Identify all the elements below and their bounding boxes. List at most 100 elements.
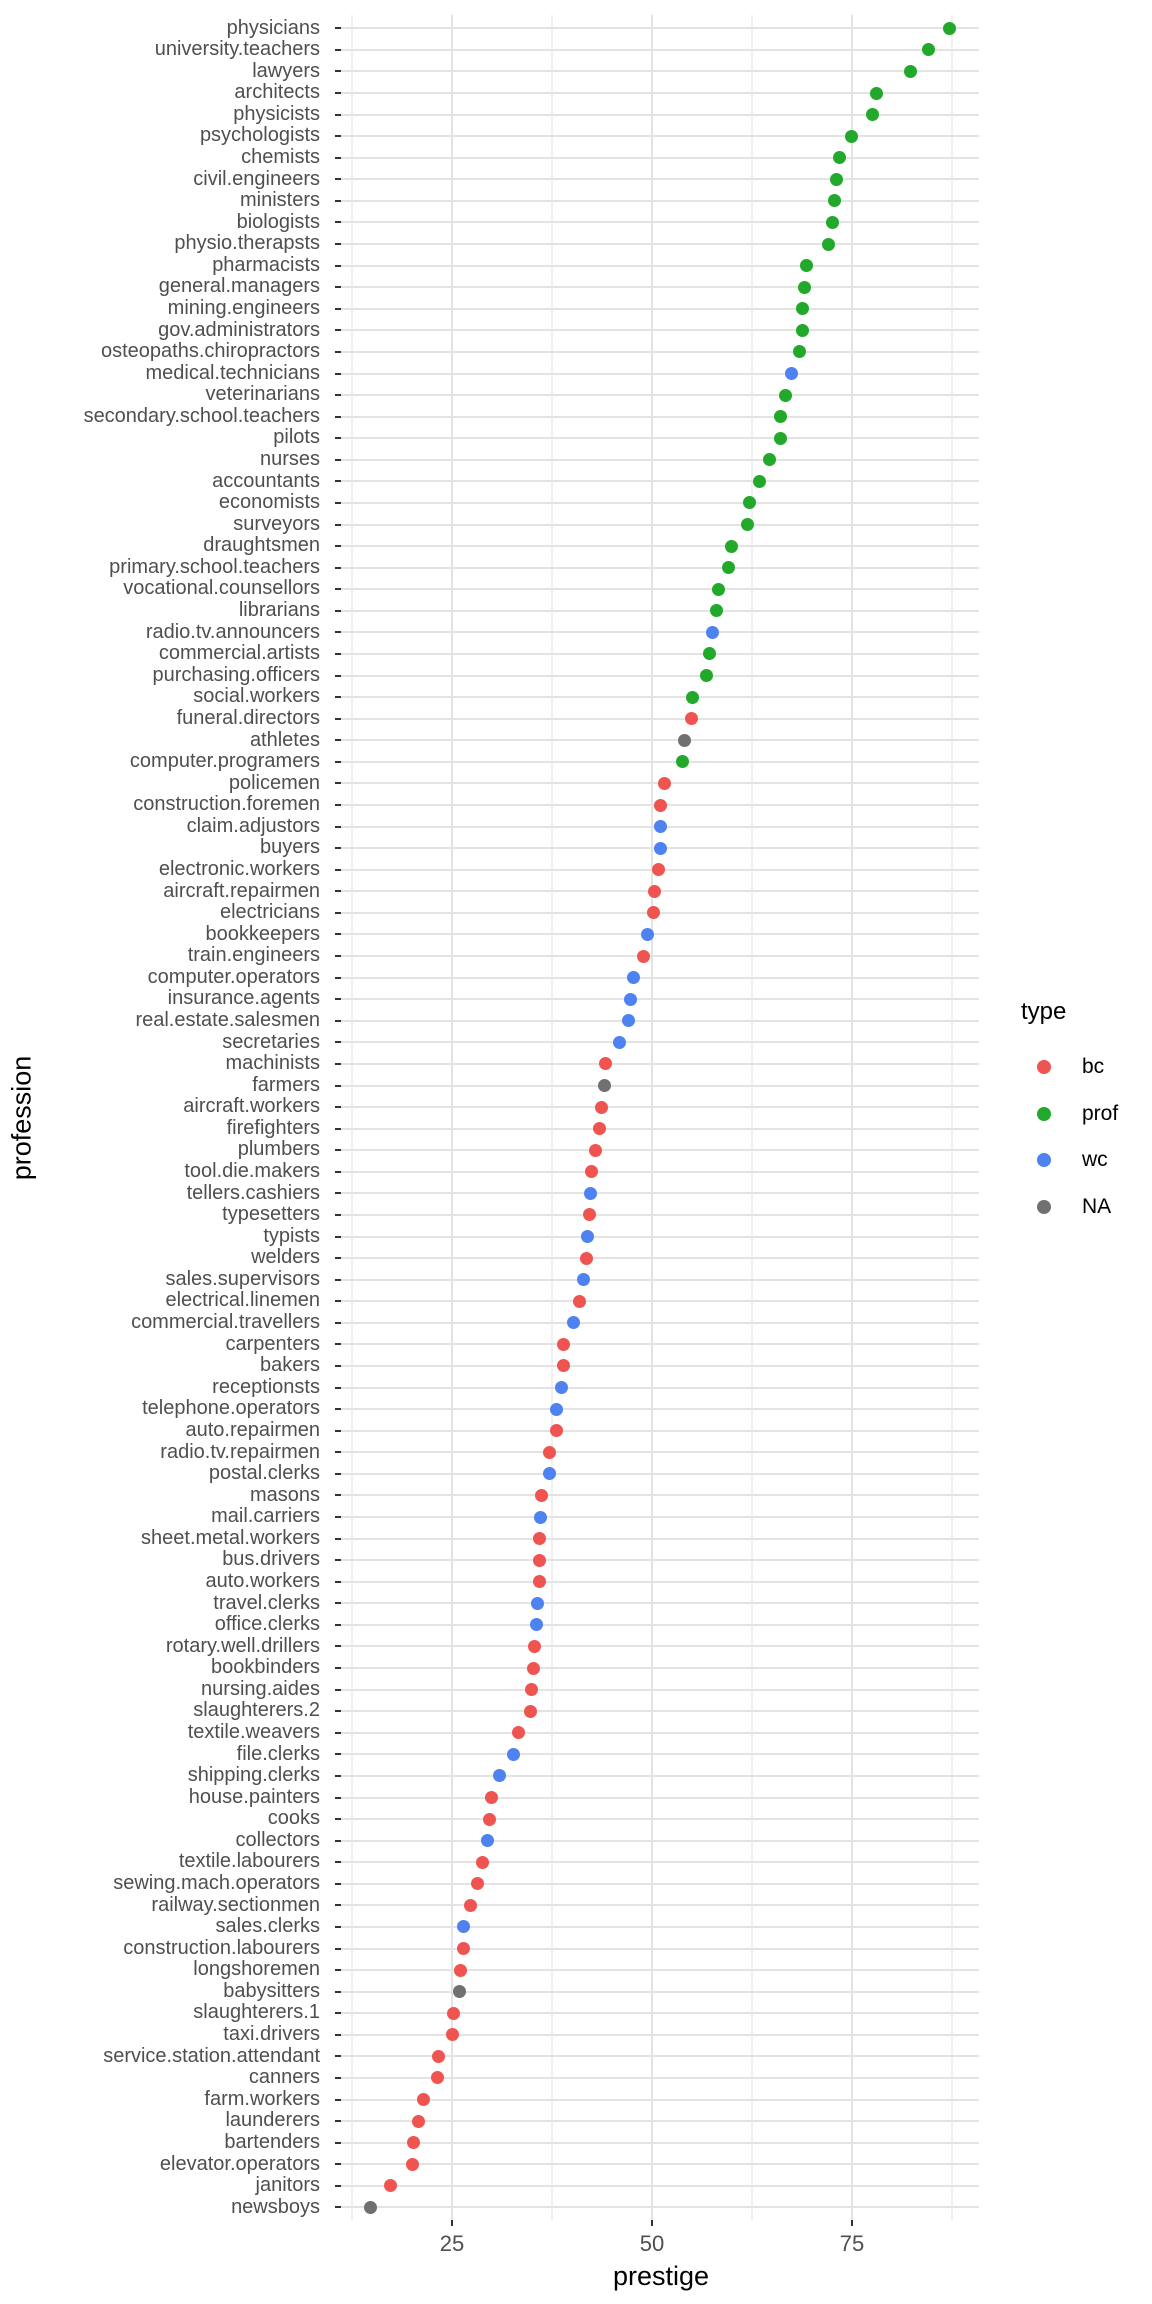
data-point: [431, 2071, 445, 2085]
y-axis-tick: [334, 1990, 341, 1993]
category-gridline: [341, 1192, 979, 1195]
category-gridline: [341, 1364, 979, 1367]
data-point: [447, 2006, 461, 2020]
y-axis-tick: [334, 609, 341, 612]
data-point: [483, 1812, 497, 1826]
y-axis-label: buyers: [259, 836, 320, 859]
y-axis-tick: [334, 2184, 341, 2187]
category-gridline: [341, 70, 979, 73]
category-gridline: [341, 1969, 979, 1972]
minor-gridline-x: [350, 15, 353, 2220]
y-axis-tick: [334, 2012, 341, 2015]
category-gridline: [341, 976, 979, 979]
y-axis-tick: [334, 1774, 341, 1777]
data-point: [530, 1618, 544, 1632]
data-point: [579, 1251, 593, 1265]
y-axis-tick: [334, 1127, 341, 1130]
category-gridline: [341, 1796, 979, 1799]
y-axis-label: bookkeepers: [205, 922, 320, 945]
data-point: [830, 172, 844, 186]
y-axis-label: general.managers: [158, 275, 320, 298]
y-axis-tick: [334, 674, 341, 677]
data-point: [417, 2093, 431, 2107]
category-gridline: [341, 2184, 979, 2187]
category-gridline: [341, 1451, 979, 1454]
y-axis-tick: [334, 2163, 341, 2166]
category-gridline: [341, 1645, 979, 1648]
data-point: [543, 1467, 557, 1481]
y-axis-tick: [334, 545, 341, 548]
data-point: [577, 1273, 591, 1287]
y-axis-label: janitors: [255, 2174, 320, 2197]
category-gridline: [341, 588, 979, 591]
data-point: [703, 647, 717, 661]
y-axis-label: railway.sectionmen: [151, 1893, 320, 1916]
minor-gridline-x: [550, 15, 553, 2220]
data-point: [534, 1510, 548, 1524]
data-point: [507, 1747, 521, 1761]
category-gridline: [341, 1667, 979, 1670]
category-gridline: [341, 1149, 979, 1152]
data-point: [792, 345, 806, 359]
major-gridline-x: [850, 15, 853, 2220]
y-axis-label: rotary.well.drillers: [165, 1634, 320, 1657]
y-axis-tick: [334, 221, 341, 224]
category-gridline: [341, 1602, 979, 1605]
y-axis-label: babysitters: [223, 1979, 320, 2002]
legend-key-dot: [1037, 1060, 1051, 1074]
data-point: [511, 1726, 525, 1740]
y-axis-tick: [334, 1861, 341, 1864]
category-gridline: [341, 350, 979, 353]
y-axis-tick: [334, 2076, 341, 2079]
data-point: [741, 518, 755, 532]
category-gridline: [341, 1408, 979, 1411]
category-gridline: [341, 1062, 979, 1065]
legend-item-label: NA: [1082, 1195, 1112, 1219]
data-point: [524, 1683, 538, 1697]
y-axis-label: bakers: [259, 1354, 320, 1377]
data-point: [535, 1488, 549, 1502]
x-axis-tick-label: 50: [639, 2231, 665, 2256]
y-axis-label: welders: [251, 1246, 320, 1269]
y-axis-tick: [334, 652, 341, 655]
category-gridline: [341, 458, 979, 461]
y-axis-tick: [334, 1386, 341, 1389]
y-axis-tick: [334, 135, 341, 138]
data-point: [725, 539, 739, 553]
y-axis-tick: [334, 1062, 341, 1065]
y-axis-label: pharmacists: [212, 253, 320, 276]
y-axis-label: farmers: [252, 1073, 320, 1096]
category-gridline: [341, 1882, 979, 1885]
y-axis-tick: [334, 1947, 341, 1950]
y-axis-label: auto.workers: [205, 1569, 321, 1592]
data-point: [550, 1424, 564, 1438]
category-gridline: [341, 1278, 979, 1281]
y-axis-label: telephone.operators: [142, 1397, 320, 1420]
y-axis-label: real.estate.salesmen: [135, 1008, 320, 1031]
data-point: [454, 1963, 468, 1977]
y-axis-tick: [334, 156, 341, 159]
y-axis-label: computer.programers: [129, 750, 320, 773]
y-axis-tick: [334, 27, 341, 30]
data-point: [640, 927, 654, 941]
y-axis-label: osteopaths.chiropractors: [100, 340, 320, 363]
category-gridline: [341, 1904, 979, 1907]
y-axis-tick: [334, 1623, 341, 1626]
category-gridline: [341, 1947, 979, 1950]
data-point: [492, 1769, 506, 1783]
data-point: [822, 237, 836, 251]
data-point: [463, 1898, 477, 1912]
y-axis-label: slaughterers.1: [193, 2001, 320, 2024]
y-axis-label: launderers: [225, 2109, 320, 2132]
category-gridline: [341, 1019, 979, 1022]
category-gridline: [341, 1537, 979, 1540]
y-axis-tick: [334, 1472, 341, 1475]
category-gridline: [341, 1753, 979, 1756]
y-axis-label: canners: [248, 2066, 320, 2089]
data-point: [647, 884, 661, 898]
y-axis-label: bookbinders: [211, 1656, 320, 1679]
data-point: [613, 1035, 627, 1049]
data-point: [543, 1445, 557, 1459]
category-gridline: [341, 113, 979, 116]
y-axis-tick: [334, 480, 341, 483]
